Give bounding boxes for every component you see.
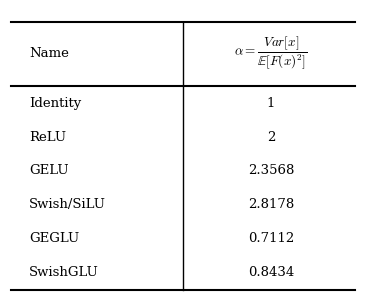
- Text: 2.8178: 2.8178: [248, 198, 294, 211]
- Text: Identity: Identity: [29, 97, 82, 110]
- Text: ReLU: ReLU: [29, 131, 66, 144]
- Text: 2: 2: [267, 131, 275, 144]
- Text: SwishGLU: SwishGLU: [29, 266, 99, 279]
- Text: Swish/SiLU: Swish/SiLU: [29, 198, 106, 211]
- Text: GEGLU: GEGLU: [29, 232, 79, 245]
- Text: $\alpha = \dfrac{Var[x]}{\mathbb{E}[F(x)^2]}$: $\alpha = \dfrac{Var[x]}{\mathbb{E}[F(x)…: [234, 35, 307, 72]
- Text: 1: 1: [267, 97, 275, 110]
- Text: Name: Name: [29, 47, 69, 60]
- Text: 0.7112: 0.7112: [248, 232, 294, 245]
- Text: 2.3568: 2.3568: [248, 164, 294, 177]
- Text: 0.8434: 0.8434: [248, 266, 294, 279]
- Text: GELU: GELU: [29, 164, 69, 177]
